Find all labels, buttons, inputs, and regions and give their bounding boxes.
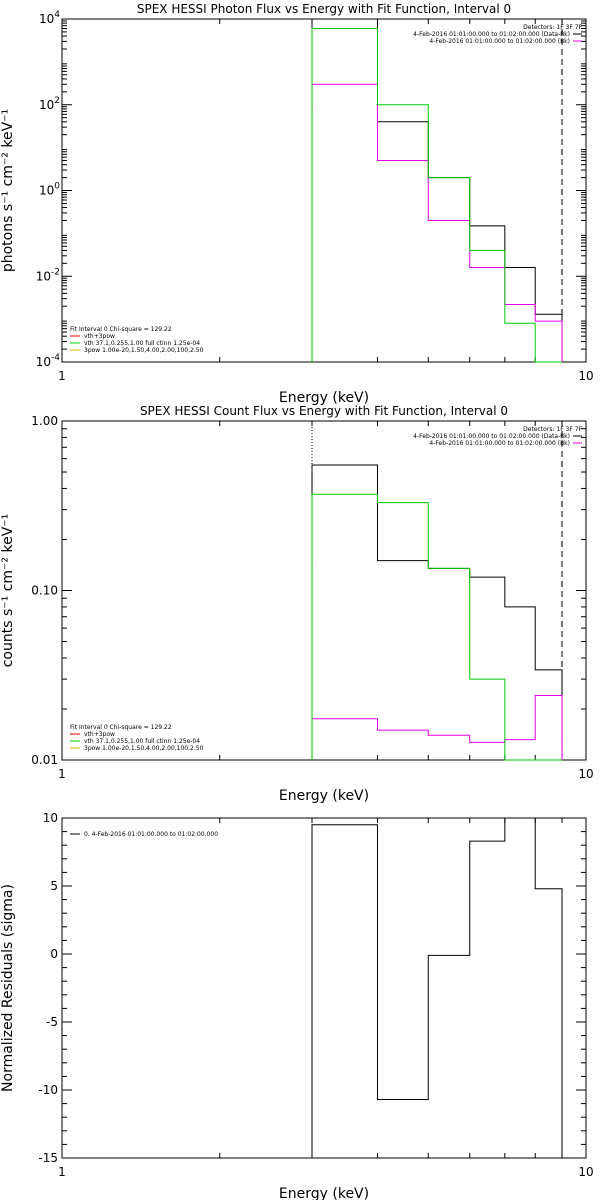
y-tick-label: 100 xyxy=(39,182,60,198)
series-bk-histogram xyxy=(311,695,563,760)
y-tick-exponent: 4 xyxy=(54,10,60,20)
y-axis-label: Normalized Residuals (sigma) xyxy=(0,884,16,1092)
y-tick-label: 0.10 xyxy=(31,584,58,598)
plot-frame xyxy=(61,817,587,1159)
y-tick-label: 104 xyxy=(39,10,60,26)
series-residual-histogram xyxy=(311,817,563,1158)
y-axis-label: counts s⁻¹ cm⁻² keV⁻¹ xyxy=(0,514,16,668)
y-tick-label: -10 xyxy=(38,1083,58,1097)
top-legend-text: 4-Feb-2016 01:01:00.000 to 01:02:00.000 … xyxy=(413,433,570,440)
fit-legend-text: 3pow 1.00e-20,1.50,4.00,2.00,100,2.50 xyxy=(84,745,204,752)
y-tick-exponent: 0 xyxy=(54,182,60,192)
y-tick-label: 1.00 xyxy=(31,414,58,428)
x-tick-label: 10 xyxy=(578,767,593,781)
y-tick-label: 5 xyxy=(50,879,58,893)
x-axis-label: Energy (keV) xyxy=(279,1186,369,1200)
y-tick-exponent: -4 xyxy=(51,353,60,363)
x-tick-label: 10 xyxy=(578,1165,593,1179)
fit-legend-text: vth+3pow xyxy=(84,731,115,738)
top-legend-text: 4-Feb-2016 01:01:00.000 to 01:02:00.000 … xyxy=(413,31,570,38)
y-axis-label: photons s⁻¹ cm⁻² keV⁻¹ xyxy=(0,109,16,272)
y-tick-base: 10 xyxy=(39,12,54,26)
x-tick-label: 1 xyxy=(58,369,66,383)
fit-legend-text: vth 37.1,0.255,1.00 full ctinn 1.25e-04 xyxy=(84,340,200,347)
x-axis-label: Energy (keV) xyxy=(279,390,369,406)
x-tick-label: 1 xyxy=(58,767,66,781)
y-tick-label: 0.01 xyxy=(31,753,58,767)
count-flux-panel: SPEX HESSI Count Flux vs Energy with Fit… xyxy=(0,404,594,804)
y-tick-label: 10-4 xyxy=(36,353,61,369)
chart-title: SPEX HESSI Photon Flux vs Energy with Fi… xyxy=(137,2,511,16)
y-tick-base: 10 xyxy=(36,269,51,283)
fit-legend-text: 0. 4-Feb-2016 01:01:00.000 to 01:02:00.0… xyxy=(84,831,218,838)
x-axis-label: Energy (keV) xyxy=(279,788,369,804)
fit-legend-text: 3pow 1.00e-20,1.50,4.00,2.00,100,2.50 xyxy=(84,347,204,354)
top-legend-text: Detectors: 1F 3F 7F xyxy=(523,426,582,433)
chart-title: SPEX HESSI Count Flux vs Energy with Fit… xyxy=(140,404,508,418)
y-tick-base: 10 xyxy=(39,98,54,112)
fit-legend-text: Fit Interval 0 Chi-square = 129.22 xyxy=(70,326,172,333)
top-legend-text: 4-Feb-2016 01:01:00.000 to 01:02:00.000 … xyxy=(429,440,570,447)
y-tick-base: 10 xyxy=(39,184,54,198)
fit-legend-text: vth 37.1,0.255,1.00 full ctinn 1.25e-04 xyxy=(84,738,200,745)
y-tick-label: 10-2 xyxy=(36,267,60,283)
x-tick-label: 1 xyxy=(58,1165,66,1179)
y-tick-label: 10 xyxy=(43,811,58,825)
y-tick-label: 0 xyxy=(50,947,58,961)
series-fit-histogram xyxy=(311,493,563,761)
y-tick-label: -5 xyxy=(46,1015,58,1029)
y-tick-exponent: -2 xyxy=(51,267,60,277)
y-tick-base: 10 xyxy=(36,355,51,369)
series-fit-histogram xyxy=(311,28,563,363)
fit-legend-text: Fit Interval 0 Chi-square = 129.22 xyxy=(70,724,172,731)
y-tick-label: -15 xyxy=(38,1151,58,1165)
photon-flux-panel: SPEX HESSI Photon Flux vs Energy with Fi… xyxy=(0,2,594,406)
residuals-panel: 1 10 Energy (keV) 10 5 0 -5 -10 -15 Normalized Re… xyxy=(0,811,594,1200)
fit-legend-text: vth+3pow xyxy=(84,333,115,340)
top-legend-text: 4-Feb-2016 01:01:00.000 to 01:02:00.000 … xyxy=(429,38,570,45)
y-tick-exponent: 2 xyxy=(54,96,60,106)
top-legend-text: Detectors: 1F 3F 7F xyxy=(523,24,582,31)
y-tick-label: 102 xyxy=(39,96,60,112)
x-tick-label: 10 xyxy=(578,369,593,383)
